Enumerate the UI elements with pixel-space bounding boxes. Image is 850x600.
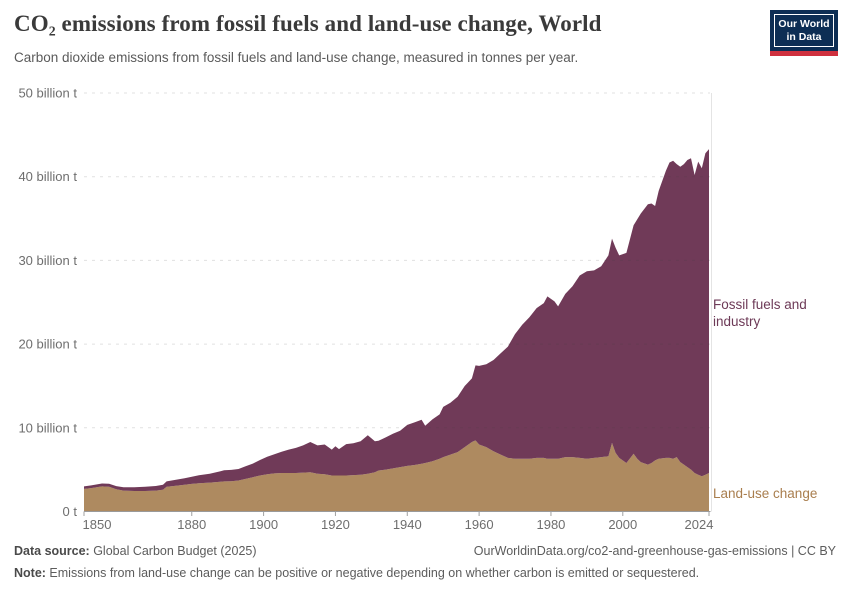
y-axis-label-0: 0 t	[63, 504, 78, 519]
owid-logo-accent-bar	[770, 51, 838, 56]
page-subtitle: Carbon dioxide emissions from fossil fue…	[14, 50, 579, 65]
page-title: CO₂ emissions from fossil fuels and land…	[14, 11, 602, 36]
chart-note: Note: Emissions from land-use change can…	[14, 566, 836, 580]
chart-footer: Data source: Global Carbon Budget (2025)…	[14, 544, 836, 558]
y-axis-label-50: 50 billion t	[18, 86, 77, 101]
owid-logo-line2: in Data	[786, 30, 822, 43]
x-axis-label-1880: 1880	[177, 517, 206, 532]
area-fossil-fuels-and-industry[interactable]	[84, 149, 709, 491]
series-label-land-use-change[interactable]: Land-use change	[713, 486, 818, 501]
data-source-value: Global Carbon Budget (2025)	[89, 544, 257, 558]
owid-logo-line1: Our World	[778, 18, 830, 30]
x-axis-label-2024: 2024	[685, 517, 714, 532]
note-label: Note:	[14, 566, 46, 580]
x-axis-label-1850: 1850	[83, 517, 112, 532]
y-axis-label-30: 30 billion t	[18, 253, 77, 268]
x-axis-label-1900: 1900	[249, 517, 278, 532]
x-axis-label-2000: 2000	[608, 517, 637, 532]
x-axis-label-1960: 1960	[465, 517, 494, 532]
series-label-fossil-fuels-and-industry[interactable]: Fossil fuels and industry	[713, 297, 807, 329]
owid-logo: Our World in Data	[770, 10, 838, 56]
x-axis-label-1940: 1940	[393, 517, 422, 532]
y-axis-label-10: 10 billion t	[18, 420, 77, 435]
area-land-use-change[interactable]	[84, 440, 709, 512]
data-source: Data source: Global Carbon Budget (2025)	[14, 544, 257, 558]
note-text: Emissions from land-use change can be po…	[45, 566, 700, 580]
chart-url-link[interactable]: OurWorldinData.org/co2-and-greenhouse-ga…	[473, 544, 836, 558]
y-axis-label-20: 20 billion t	[18, 337, 77, 352]
x-axis-label-1980: 1980	[536, 517, 565, 532]
x-axis-label-1920: 1920	[321, 517, 350, 532]
data-source-label: Data source:	[14, 544, 90, 558]
y-axis-label-40: 40 billion t	[18, 169, 77, 184]
owid-logo-box: Our World in Data	[774, 14, 834, 47]
